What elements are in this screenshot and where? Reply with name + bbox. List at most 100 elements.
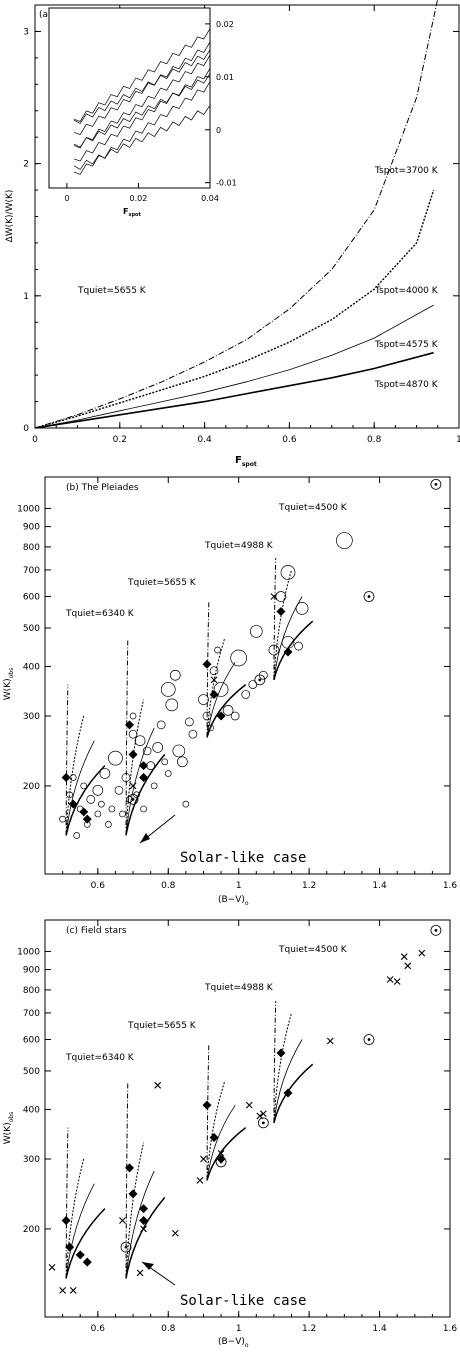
track-curve [125, 699, 145, 836]
open-circle-point [248, 680, 258, 689]
series-label: Tspot=3700 K [374, 166, 439, 176]
cross-point [326, 1037, 334, 1045]
track-curve [125, 1197, 166, 1279]
x-tick-label: 1.2 [302, 881, 316, 891]
y-tick-label: 600 [23, 1036, 40, 1046]
open-circle-point [73, 832, 81, 839]
open-circle-point [222, 705, 234, 716]
cross-point [400, 953, 408, 961]
x-tick-label: 1 [456, 435, 460, 445]
track-curve [125, 638, 129, 836]
track-label: Tquiet=5655 K [127, 1021, 197, 1031]
dotted-circle-center [367, 1038, 371, 1041]
open-circle-point [86, 795, 96, 804]
cross-point [404, 962, 412, 970]
dotted-circle-point [120, 1241, 132, 1253]
open-circle-point [214, 646, 221, 654]
x-tick-label: 0.4 [197, 435, 212, 445]
track-curve [65, 1127, 69, 1279]
dotted-circle-center [261, 1121, 265, 1125]
diamond-point [139, 761, 149, 771]
cross-point [136, 1269, 144, 1277]
open-circle-point [156, 720, 166, 730]
diamond-point [139, 1216, 149, 1226]
x-tick-label: 0.6 [282, 435, 297, 445]
track-curve [206, 602, 210, 738]
open-circle-point [66, 791, 74, 799]
cross-point [210, 676, 218, 684]
panel-a-yticks: 0 1 2 3 [23, 27, 459, 434]
panel-c-solar-arrowhead [142, 1262, 154, 1270]
x-tick-label: 0.8 [367, 435, 382, 445]
panel-c-label: (c) Field stars [66, 926, 127, 936]
open-circle-point [114, 785, 124, 795]
dotted-circle-center [131, 797, 135, 801]
open-circle-point [275, 591, 287, 602]
diamond-point [61, 773, 71, 783]
cross-point [140, 1225, 147, 1233]
series-line [34, 304, 434, 429]
diamond-point [75, 1250, 85, 1260]
track-label: Tquiet=4500 K [278, 503, 348, 513]
cross-point [270, 593, 278, 600]
panel-b-label: (b) The Pleiades [66, 483, 139, 493]
cross-point [217, 1149, 225, 1157]
dotted-circle-point [257, 1117, 269, 1129]
diamond-point [125, 1163, 135, 1173]
y-tick-label: 700 [23, 566, 40, 576]
open-circle-point [99, 768, 111, 779]
open-circle-point [230, 649, 248, 667]
open-circle-point [230, 711, 240, 721]
open-circle-point [169, 669, 181, 681]
x-tick-label: 0.6 [91, 881, 106, 891]
inset-line [73, 28, 211, 122]
track-label: Tquiet=4500 K [278, 945, 348, 955]
open-circle-point [182, 800, 190, 808]
panel-b-solar-label: Solar-like case [180, 850, 306, 866]
x-tick-label: 0 [32, 435, 38, 445]
series-line [34, 0, 438, 429]
inset-lines [73, 28, 211, 175]
inset-y-tick-label: 0.01 [216, 73, 234, 82]
dotted-circle-point [430, 924, 442, 936]
series-label: Tspot=4870 K [374, 380, 439, 390]
panel-c-track-labels: Tquiet=6340 K Tquiet=5655 K Tquiet=4988 K T… [65, 945, 348, 1063]
panel-c-ylabel: W(K)obs [3, 1112, 15, 1144]
series-line [34, 189, 435, 429]
inset-line [73, 105, 211, 170]
panel-c-tracks [65, 1000, 314, 1279]
inset-line [73, 54, 211, 149]
y-tick-label: 0 [23, 424, 29, 434]
diamond-point [65, 1242, 75, 1252]
inset-yticks: -0.01 0 0.01 0.02 [205, 20, 237, 188]
open-circle-point [207, 724, 214, 732]
panel-c-xticks: 0.6 0.8 1 1.2 1.4 1.6 [62, 920, 457, 1334]
y-tick-label: 500 [23, 1067, 40, 1077]
open-circle-point [92, 784, 104, 796]
open-circle-point [134, 735, 146, 747]
series-line [34, 351, 434, 429]
open-circle-point [94, 810, 102, 818]
diamond-point [283, 647, 293, 657]
cross-point [200, 1155, 207, 1163]
open-circle-point [294, 641, 303, 651]
open-circle-point [241, 690, 251, 699]
inset-xticks: 0 0.02 0.04 [64, 183, 219, 203]
cross-point [259, 1110, 267, 1118]
y-tick-label: 500 [23, 624, 40, 634]
diamond-point [61, 1216, 71, 1226]
x-tick-label: 1.4 [372, 881, 387, 891]
dotted-circle-center [124, 1245, 128, 1249]
panel-a-series [34, 0, 438, 429]
track-curve [125, 1081, 129, 1279]
open-circle-point [126, 796, 133, 803]
cross-point [418, 949, 426, 957]
y-tick-label: 900 [23, 966, 40, 976]
open-circle-point [202, 711, 212, 721]
diamond-point [128, 749, 138, 759]
diamond-point [216, 1154, 226, 1164]
cross-point [69, 1287, 77, 1294]
panel-b-solar-annotation: Solar-like case [139, 814, 306, 866]
open-circle-point [152, 742, 164, 753]
panel-c-frame [44, 919, 451, 1318]
